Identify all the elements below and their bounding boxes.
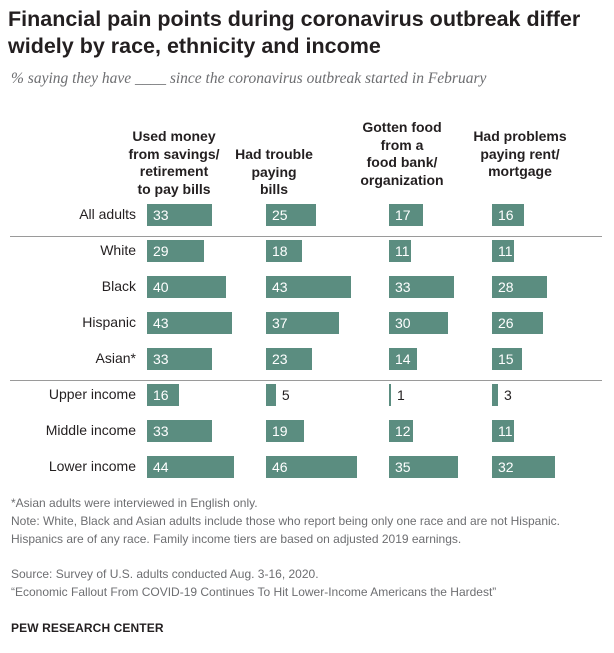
- bar: [492, 420, 514, 442]
- pew-logo-text: PEW RESEARCH CENTER: [11, 621, 164, 635]
- data-label: 29: [153, 243, 169, 259]
- bar: [147, 312, 233, 334]
- bar: [147, 204, 213, 226]
- row-label: All adults: [79, 206, 136, 222]
- column-header-1: Used money from savings/retirement to pay …: [128, 128, 220, 197]
- data-label: 26: [498, 315, 514, 331]
- bar: [147, 384, 179, 406]
- data-label: 46: [272, 459, 288, 475]
- divider-all-adults: [10, 236, 602, 237]
- data-label: 33: [153, 351, 169, 367]
- data-label: 16: [153, 387, 169, 403]
- bar: [147, 420, 213, 442]
- data-label: 40: [153, 279, 169, 295]
- data-label: 33: [395, 279, 411, 295]
- bar: [492, 456, 556, 478]
- divider-race-income: [10, 380, 602, 381]
- bar: [389, 276, 455, 298]
- data-label: 18: [272, 243, 288, 259]
- column-header-3: Gotten food from a food bank/organization: [360, 119, 444, 188]
- column-header-2: Had trouble paying bills: [235, 146, 313, 197]
- bar: [492, 204, 524, 226]
- data-label: 19: [272, 423, 288, 439]
- row-label: Upper income: [48, 386, 136, 402]
- bar: [389, 384, 391, 406]
- bar: [266, 240, 302, 262]
- bar: [389, 420, 413, 442]
- bar: [492, 276, 548, 298]
- bar: [266, 276, 352, 298]
- bar: [147, 456, 235, 478]
- data-label: 43: [272, 279, 288, 295]
- row-label: Black: [101, 278, 136, 294]
- row-label: Middle income: [45, 422, 136, 438]
- row-label: Hispanic: [82, 314, 136, 330]
- bar: [266, 312, 340, 334]
- asian-footnote: *Asian adults were interviewed in Englis…: [11, 496, 258, 510]
- bar: [147, 276, 227, 298]
- row-label: White: [100, 242, 136, 258]
- bar: [389, 348, 417, 370]
- bar: [492, 240, 514, 262]
- data-label: 14: [395, 351, 411, 367]
- data-label: 11: [498, 423, 513, 439]
- data-label: 11: [395, 243, 410, 259]
- source-note: Source: Survey of U.S. adults conducted …: [11, 567, 319, 581]
- methodology-note: Note: White, Black and Asian adults incl…: [11, 514, 560, 546]
- bar: [389, 204, 423, 226]
- data-label: 35: [395, 459, 411, 475]
- row-label: Lower income: [48, 458, 136, 474]
- report-title-note: “Economic Fallout From COVID-19 Continue…: [11, 585, 497, 599]
- chart-title: Financial pain points during coronavirus…: [8, 7, 581, 58]
- bar: [266, 420, 304, 442]
- bar: [266, 456, 358, 478]
- data-label: 11: [498, 243, 513, 259]
- column-header-4: Had problems paying rent/mortgage: [473, 128, 567, 179]
- data-label: 43: [153, 315, 169, 331]
- row-label: Asian*: [95, 350, 136, 366]
- data-label: 12: [395, 423, 411, 439]
- bar: [389, 240, 411, 262]
- data-label: 44: [153, 459, 169, 475]
- data-label: 33: [153, 207, 169, 223]
- bar: [492, 312, 544, 334]
- bar: [147, 240, 205, 262]
- bar: [266, 204, 316, 226]
- bar: [389, 312, 449, 334]
- bar: [266, 384, 276, 406]
- bar: [492, 348, 522, 370]
- data-label: 16: [498, 207, 514, 223]
- data-label: 23: [272, 351, 288, 367]
- data-label: 3: [503, 387, 512, 403]
- data-label: 17: [395, 207, 411, 223]
- bar: [389, 456, 459, 478]
- data-label: 15: [498, 351, 514, 367]
- bar: [266, 348, 312, 370]
- data-label: 1: [397, 387, 405, 403]
- bar: [147, 348, 213, 370]
- data-label: 25: [272, 207, 288, 223]
- data-label: 33: [153, 423, 169, 439]
- data-label: 5: [281, 387, 290, 403]
- bar: [492, 384, 498, 406]
- data-label: 28: [498, 279, 514, 295]
- data-label: 37: [272, 315, 288, 331]
- data-label: 32: [498, 459, 514, 475]
- data-label: 30: [395, 315, 411, 331]
- chart-subtitle: % saying they have ____ since the corona…: [11, 70, 487, 87]
